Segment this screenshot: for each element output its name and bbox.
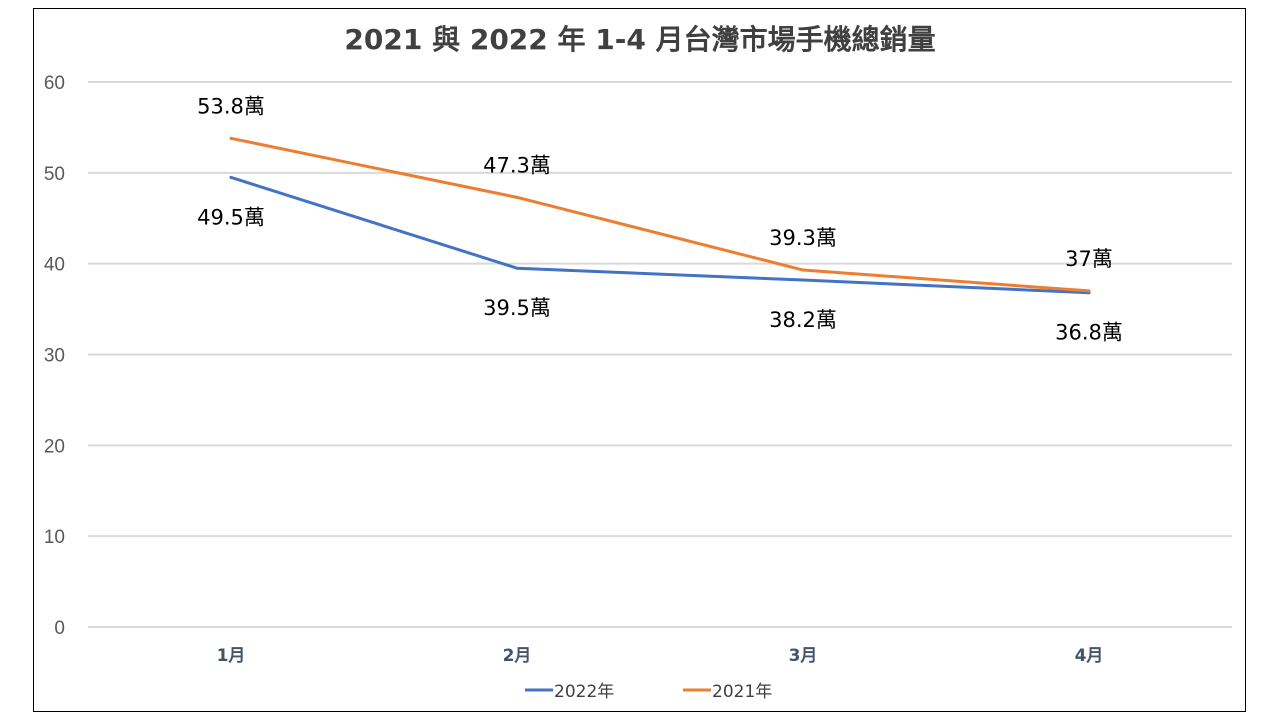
data-point-0-1 xyxy=(515,266,519,270)
data-label-1-2: 39.3萬 xyxy=(769,226,837,250)
x-tick-label-4: 4月 xyxy=(1075,646,1104,666)
x-tick-label-3: 3月 xyxy=(789,646,818,666)
y-tick-label-0: 0 xyxy=(54,618,65,639)
x-axis-ticks: 1月 2月 3月 4月 xyxy=(217,646,1104,666)
data-label-1-1: 47.3萬 xyxy=(483,153,551,177)
data-point-1-0 xyxy=(229,136,233,140)
data-point-1-2 xyxy=(801,268,805,272)
data-label-1-3: 37萬 xyxy=(1065,247,1113,271)
y-tick-label-40: 40 xyxy=(44,255,65,276)
data-point-0-2 xyxy=(801,278,805,282)
data-label-1-0: 53.8萬 xyxy=(197,94,265,118)
legend-label-0: 2022年 xyxy=(554,682,614,702)
y-axis-ticks: 0 10 20 30 40 50 60 xyxy=(44,73,65,639)
y-tick-label-10: 10 xyxy=(44,527,65,548)
chart-frame xyxy=(33,8,1246,712)
series-lines xyxy=(229,136,1091,295)
data-label-0-3: 36.8萬 xyxy=(1055,321,1123,345)
chart-title: 2021 與 2022 年 1-4 月台灣市場手機總銷量 xyxy=(344,23,935,56)
data-label-0-1: 39.5萬 xyxy=(483,296,551,320)
legend-label-1: 2021年 xyxy=(712,682,772,702)
y-tick-label-50: 50 xyxy=(44,164,65,185)
data-point-0-0 xyxy=(229,175,233,179)
y-tick-label-30: 30 xyxy=(44,346,65,367)
x-tick-label-1: 1月 xyxy=(217,646,246,666)
x-tick-label-2: 2月 xyxy=(503,646,532,666)
series-line-0 xyxy=(229,175,1091,295)
legend: 2022年 2021年 xyxy=(525,682,772,702)
series-line-1 xyxy=(229,136,1091,293)
data-point-1-1 xyxy=(515,195,519,199)
data-label-0-0: 49.5萬 xyxy=(197,205,265,229)
data-labels: 49.5萬 39.5萬 38.2萬 36.8萬 53.8萬 47.3萬 39.3萬 37萬 xyxy=(197,94,1123,344)
data-label-0-2: 38.2萬 xyxy=(769,308,837,332)
gridlines xyxy=(88,81,1232,628)
data-point-1-3 xyxy=(1087,289,1091,293)
y-tick-label-60: 60 xyxy=(44,73,65,94)
y-tick-label-20: 20 xyxy=(44,436,65,457)
